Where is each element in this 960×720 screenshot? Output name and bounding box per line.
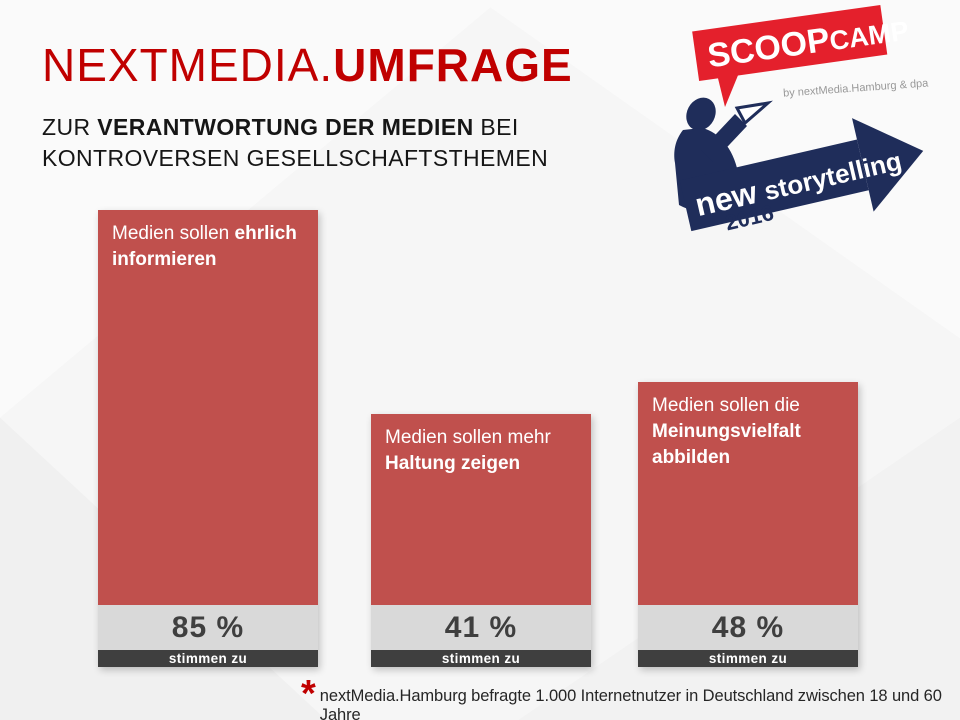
speech-bubble-icon: SCOOPCAMP	[692, 5, 911, 107]
subtitle-post: BEI	[473, 114, 519, 140]
footnote: * nextMedia.Hamburg befragte 1.000 Inter…	[301, 673, 960, 720]
subtitle: ZUR VERANTWORTUNG DER MEDIEN BEI KONTROVE…	[42, 112, 548, 174]
bar-value: 48 %	[638, 605, 858, 650]
bar-label: Medien sollen ehrlich informieren	[112, 223, 297, 270]
bar-column: Medien sollen ehrlich informieren 85 % s…	[98, 210, 318, 667]
title-emphasis: UMFRAGE	[333, 39, 573, 91]
bar-caption: stimmen zu	[371, 650, 591, 667]
footnote-asterisk-icon: *	[301, 673, 316, 715]
bar-column: Medien sollen mehr Haltung zeigen 41 % s…	[371, 414, 591, 667]
bar-value: 85 %	[98, 605, 318, 650]
scoopcamp-logo: SCOOPCAMP by nextMedia.Hamburg & dpa new…	[674, 5, 930, 235]
page-title: NEXTMEDIA.UMFRAGE	[42, 38, 573, 92]
subtitle-bold: VERANTWORTUNG DER MEDIEN	[97, 114, 474, 140]
title-prefix: NEXTMEDIA.	[42, 39, 334, 91]
subtitle-line2: KONTROVERSEN GESELLSCHAFTSTHEMEN	[42, 145, 549, 171]
storytelling-arrow-icon: newstorytelling	[679, 118, 924, 232]
bar-caption: stimmen zu	[98, 650, 318, 667]
paper-plane-icon	[734, 100, 773, 126]
bar-label: Medien sollen die Meinungsvielfalt abbil…	[652, 395, 801, 468]
bar-caption: stimmen zu	[638, 650, 858, 667]
bar-fill: Medien sollen ehrlich informieren	[98, 210, 318, 605]
subtitle-pre: ZUR	[42, 114, 98, 140]
bar-label: Medien sollen mehr Haltung zeigen	[385, 427, 551, 474]
bar-fill: Medien sollen mehr Haltung zeigen	[371, 414, 591, 605]
bar-value: 41 %	[371, 605, 591, 650]
bar-fill: Medien sollen die Meinungsvielfalt abbil…	[638, 382, 858, 605]
footnote-text: nextMedia.Hamburg befragte 1.000 Interne…	[319, 687, 942, 720]
bar-column: Medien sollen die Meinungsvielfalt abbil…	[638, 382, 858, 667]
